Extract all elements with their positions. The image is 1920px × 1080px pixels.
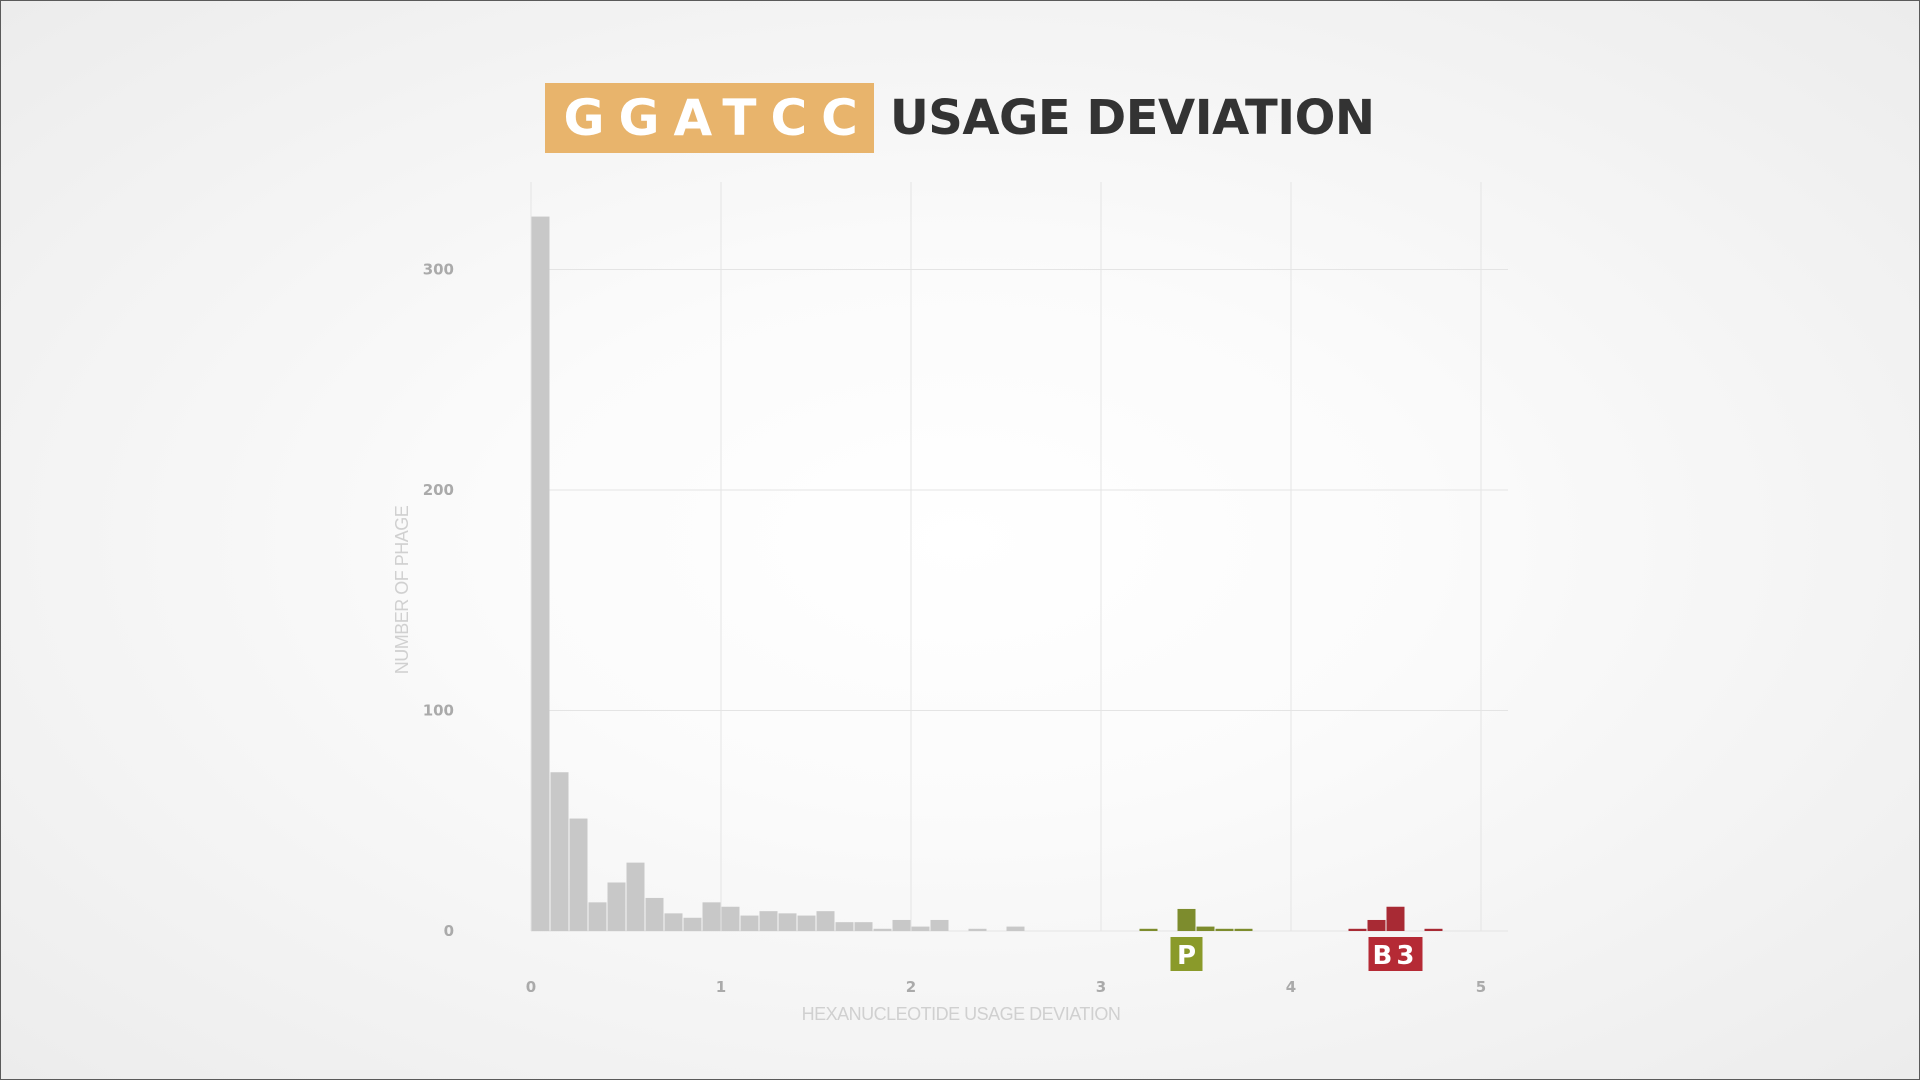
y-tick-label: 0	[444, 922, 454, 940]
histogram-bar	[740, 915, 759, 931]
histogram-bar	[778, 913, 797, 931]
histogram-bar	[607, 882, 626, 931]
histogram-bar	[911, 926, 930, 931]
histogram-bar	[550, 772, 569, 931]
histogram-bar	[854, 922, 873, 931]
x-tick-label: 0	[526, 978, 536, 996]
histogram-bar	[588, 902, 607, 931]
x-tick-label: 3	[1096, 978, 1106, 996]
motif-badge: GGATCC	[545, 83, 874, 153]
histogram-bar	[626, 862, 645, 931]
histogram-bar-p	[1196, 926, 1215, 931]
cluster-badge-p	[1170, 937, 1203, 971]
cluster-badge-b3	[1368, 937, 1423, 971]
histogram-bar	[645, 897, 664, 931]
histogram-bar	[835, 922, 854, 931]
x-tick-label: 4	[1286, 978, 1296, 996]
histogram-bar-p	[1177, 908, 1196, 931]
cluster-label-b3: B3	[1373, 941, 1419, 971]
histogram-bar-b3	[1424, 928, 1443, 931]
histogram-bar	[759, 911, 778, 931]
histogram-bar	[702, 902, 721, 931]
x-axis-label: HEXANUCLEOTIDE USAGE DEVIATION	[802, 1004, 1121, 1024]
x-tick-label: 5	[1476, 978, 1486, 996]
histogram-bar	[531, 216, 550, 931]
histogram-bar-p	[1139, 928, 1158, 931]
histogram-bar	[816, 911, 835, 931]
y-axis-label: NUMBER OF PHAGE	[392, 505, 412, 674]
histogram-bar	[683, 917, 702, 931]
histogram-bar	[892, 919, 911, 931]
histogram-bar-p	[1234, 928, 1253, 931]
y-tick-label: 200	[423, 481, 454, 499]
x-tick-label: 2	[906, 978, 916, 996]
y-tick-label: 100	[423, 702, 454, 720]
histogram-bar-b3	[1386, 906, 1405, 931]
x-tick-label: 1	[716, 978, 726, 996]
histogram-bar	[968, 928, 987, 931]
histogram-bar	[569, 818, 588, 931]
histogram-bar-b3	[1367, 919, 1386, 931]
histogram-bar	[664, 913, 683, 931]
histogram-bar-p	[1215, 928, 1234, 931]
histogram-bar	[721, 906, 740, 931]
histogram-bar	[1006, 926, 1025, 931]
histogram-bar	[797, 915, 816, 931]
y-tick-label: 300	[423, 261, 454, 279]
histogram-bar	[930, 919, 949, 931]
histogram-bar	[873, 928, 892, 931]
cluster-label-p: P	[1177, 941, 1196, 971]
histogram-bar-b3	[1348, 928, 1367, 931]
title-text: USAGE DEVIATION	[889, 90, 1375, 146]
chart-title: GGATCC USAGE DEVIATION	[0, 83, 1920, 153]
